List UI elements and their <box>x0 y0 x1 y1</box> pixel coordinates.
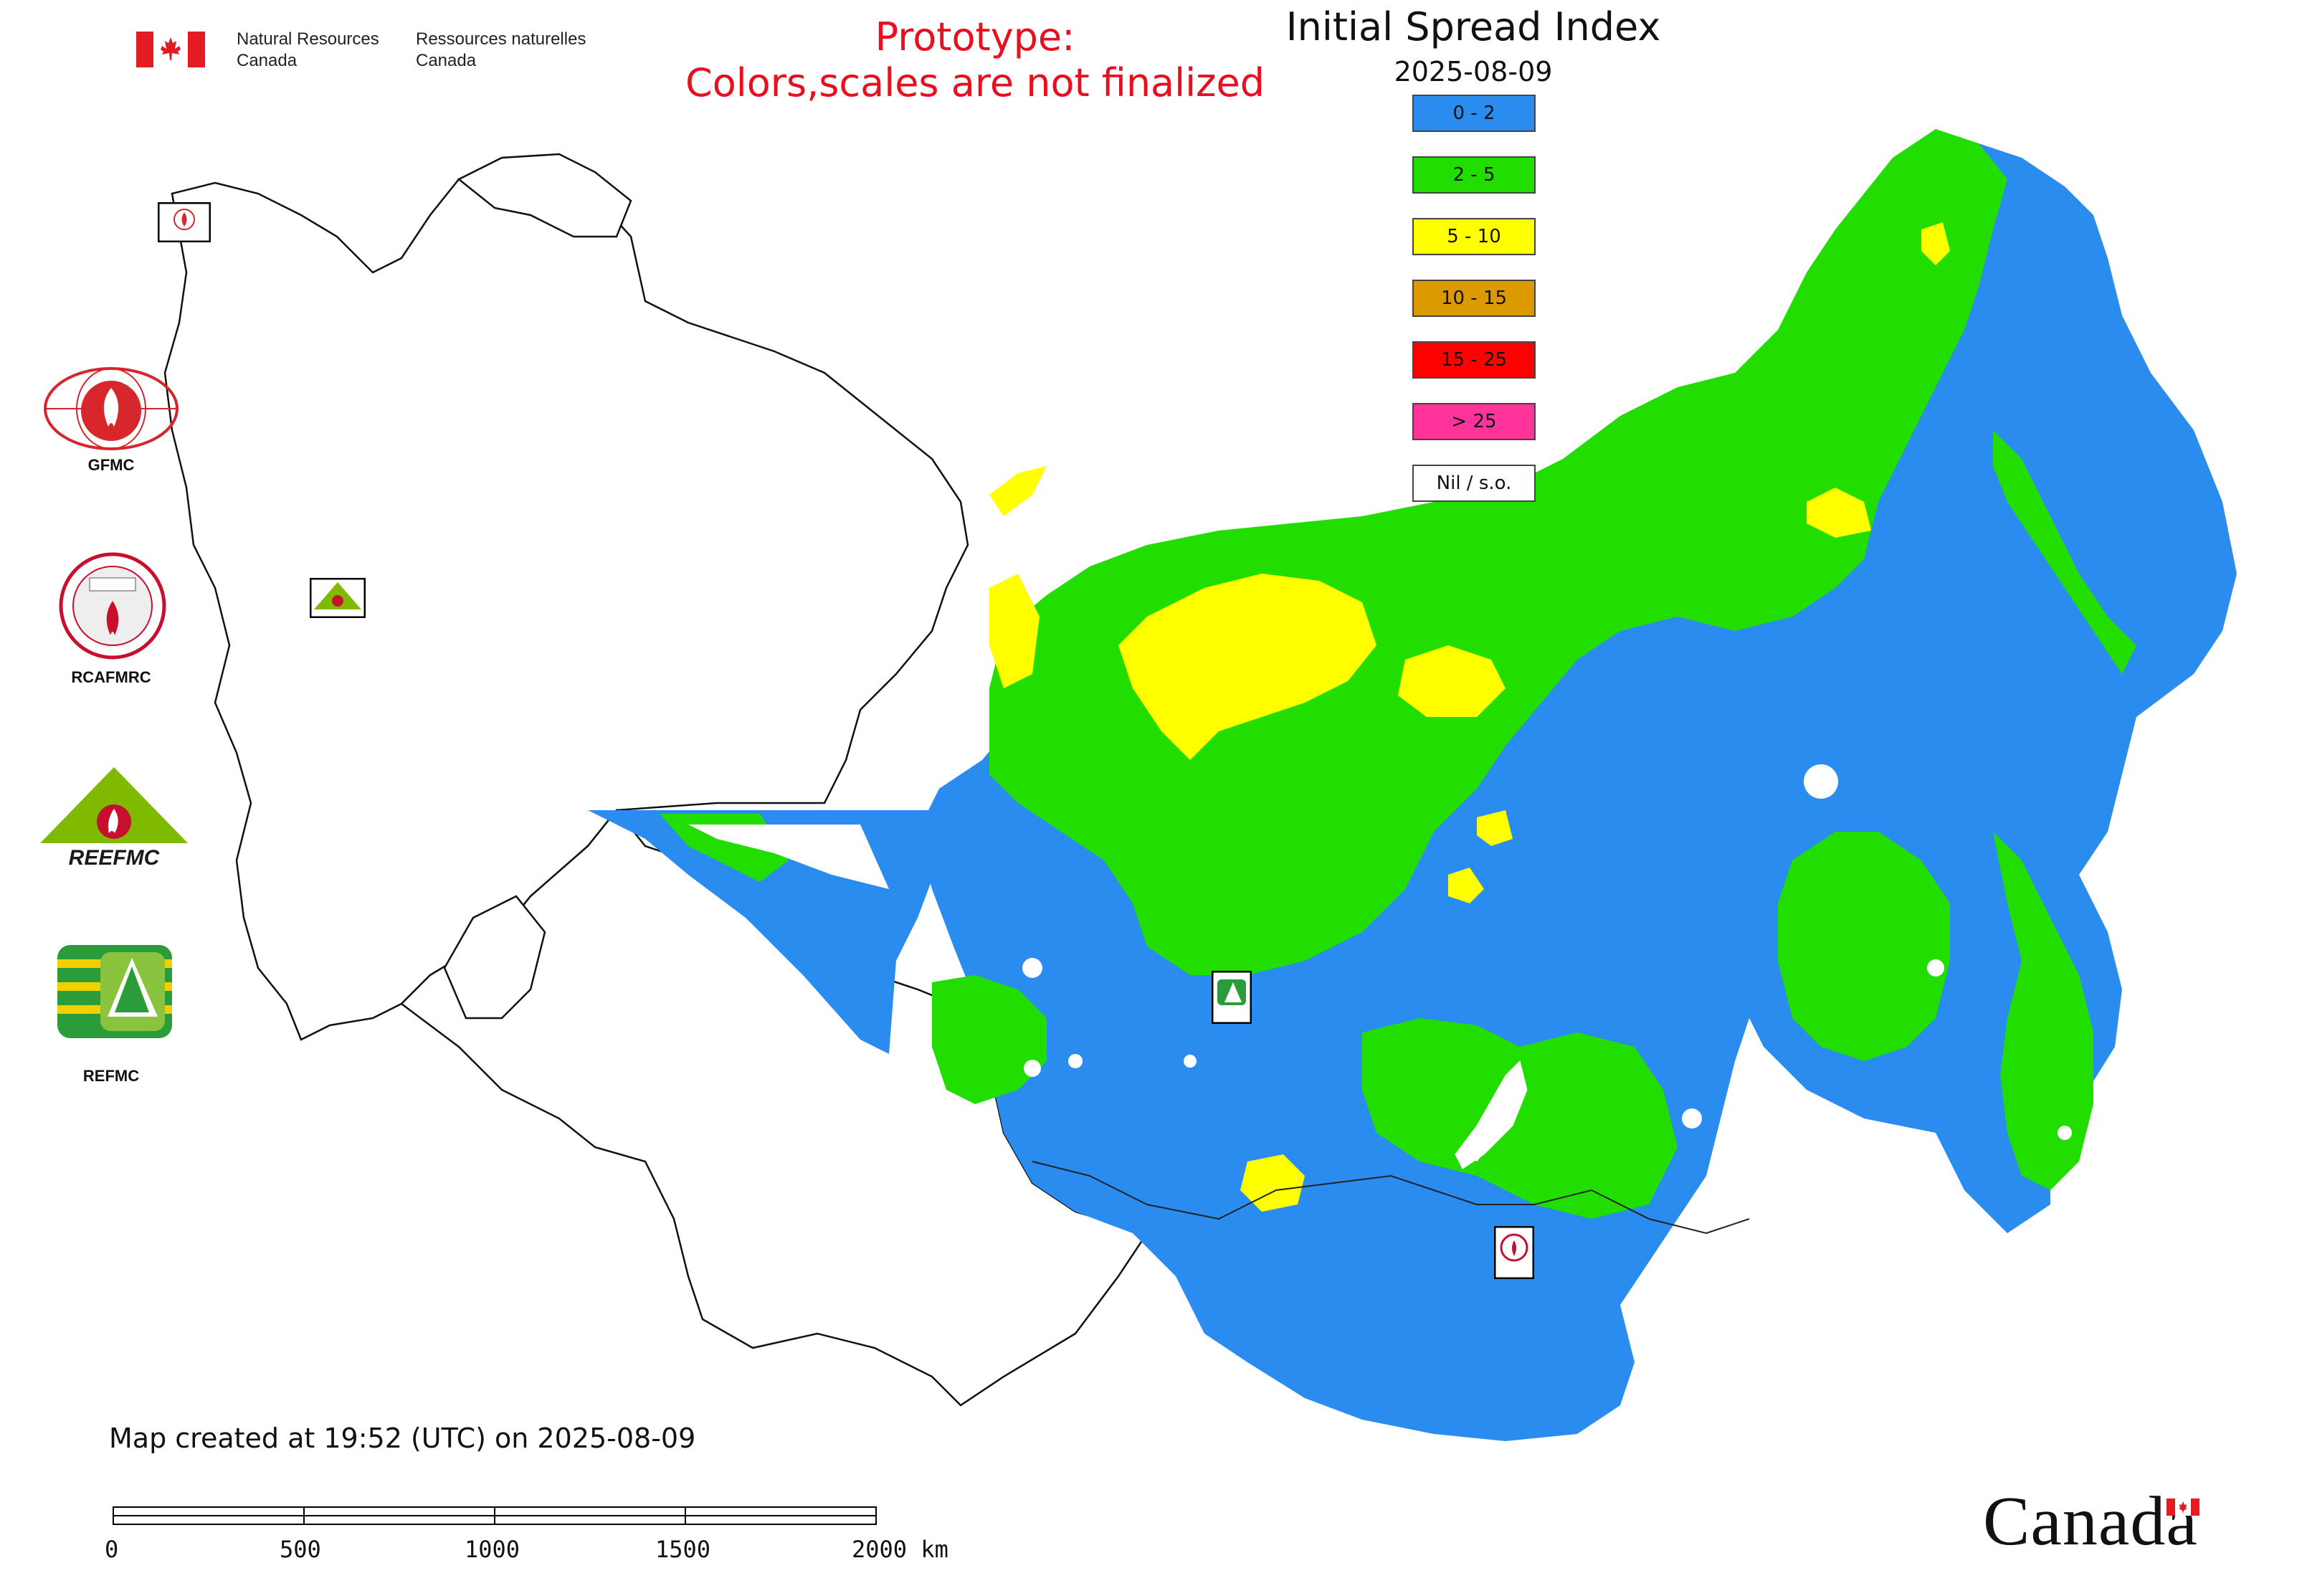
rcafmrc-label: RCAFMRC <box>71 668 151 686</box>
legend-item: 0 - 2 <box>1412 95 1536 132</box>
canada-flag-icon <box>136 32 205 67</box>
lake-baikal <box>1455 1060 1528 1169</box>
isi-zone-green-sakhalin <box>1993 832 2093 1190</box>
prototype-notice-line2: Colors,scales are not finalized <box>685 60 1265 105</box>
forecast-region <box>588 129 2237 1441</box>
isi-zone-yellow-yamal <box>989 574 1040 688</box>
refmc-label: REFMC <box>82 1067 140 1085</box>
isi-zone-yellow-mid2 <box>1477 810 1513 846</box>
canada-wordmark-flag-icon <box>2167 1498 2199 1516</box>
isi-zone-yellow-east-b <box>1921 222 1950 265</box>
isi-zone-blue <box>918 143 2237 1441</box>
legend-item: > 25 <box>1412 403 1536 440</box>
refmc-logo-icon <box>57 945 172 1038</box>
legend-item-label: Nil / s.o. <box>1436 472 1512 494</box>
legend-item-label: > 25 <box>1451 411 1497 432</box>
scale-tick-2000: 2000 km <box>852 1536 948 1563</box>
legend: 0 - 2 2 - 5 5 - 10 10 - 15 15 - 25 > 25 Nil / … <box>1412 95 1541 510</box>
prototype-notice-line1: Prototype: <box>875 14 1075 60</box>
agency-fr-line1: Ressources naturelles <box>416 29 586 49</box>
legend-item: 2 - 5 <box>1412 156 1536 194</box>
rcafmrc-logo-icon <box>59 552 166 660</box>
gfmc-small-icon <box>158 202 211 242</box>
agency-name-fr: Ressources naturelles Canada <box>416 29 586 72</box>
legend-item: 10 - 15 <box>1412 280 1536 317</box>
caspian-region <box>443 895 546 1020</box>
map-created-note: Map created at 19:52 (UTC) on 2025-08-09 <box>109 1422 696 1454</box>
agency-en-line2: Canada <box>237 51 298 70</box>
legend-item-label: 15 - 25 <box>1440 349 1508 371</box>
scale-tick-1000: 1000 <box>465 1536 520 1563</box>
scale-bar <box>113 1506 877 1525</box>
isi-zone-green-central <box>1362 1018 1678 1219</box>
reefmc-logo-icon <box>37 767 191 869</box>
agency-fr-line2: Canada <box>416 51 477 70</box>
map-date: 2025-08-09 <box>1394 56 1553 87</box>
agency-name-en: Natural Resources Canada <box>237 29 379 72</box>
isi-zone-yellow-novaya <box>989 466 1047 516</box>
refmc-map-marker-icon <box>1212 971 1252 1024</box>
isi-zone-yellow-mid <box>1448 868 1484 903</box>
map-title: Initial Spread Index <box>1285 4 1661 49</box>
isi-streaks-white <box>688 825 889 889</box>
scale-tick-1500: 1500 <box>655 1536 711 1563</box>
legend-item-label: 10 - 15 <box>1440 288 1508 309</box>
isi-zone-green-east <box>1778 832 1950 1061</box>
isi-zone-green-kamchatka <box>1993 430 2136 674</box>
prototype-notice: Prototype: Colors,scales are not finaliz… <box>645 14 1305 106</box>
scale-tick-500: 500 <box>280 1536 321 1563</box>
isi-zone-yellow-north-a <box>1118 574 1376 760</box>
reefmc-wordmark: REEFMC <box>68 846 160 870</box>
nrcan-signature: Natural Resources Canada Ressources natu… <box>136 29 595 79</box>
gfmc-label: GFMC <box>87 456 135 474</box>
country-outlines <box>163 153 1148 1407</box>
internal-borders <box>1032 1161 1750 1235</box>
rcafmrc-map-marker-icon <box>1494 1226 1534 1279</box>
legend-item-label: 2 - 5 <box>1452 164 1495 186</box>
legend-item-label: 0 - 2 <box>1452 103 1495 124</box>
scale-tick-0: 0 <box>105 1536 119 1563</box>
legend-item: 5 - 10 <box>1412 218 1536 255</box>
gfmc-logo-icon <box>44 367 179 450</box>
isi-zone-yellow-east-a <box>1807 488 1871 538</box>
agency-en-line1: Natural Resources <box>237 29 379 49</box>
legend-item: Nil / s.o. <box>1412 465 1536 502</box>
kola-peninsula <box>457 153 632 238</box>
legend-item-label: 5 - 10 <box>1447 226 1501 247</box>
reefmc-map-marker-icon <box>310 578 366 618</box>
isi-zone-yellow-south <box>1240 1154 1305 1212</box>
isi-zone-green-west <box>932 975 1047 1104</box>
isi-zone-green-north <box>989 129 2007 975</box>
isi-zone-yellow-north-b <box>1398 645 1506 717</box>
legend-item: 15 - 25 <box>1412 341 1536 379</box>
canada-wordmark: Canada <box>1983 1483 2198 1560</box>
